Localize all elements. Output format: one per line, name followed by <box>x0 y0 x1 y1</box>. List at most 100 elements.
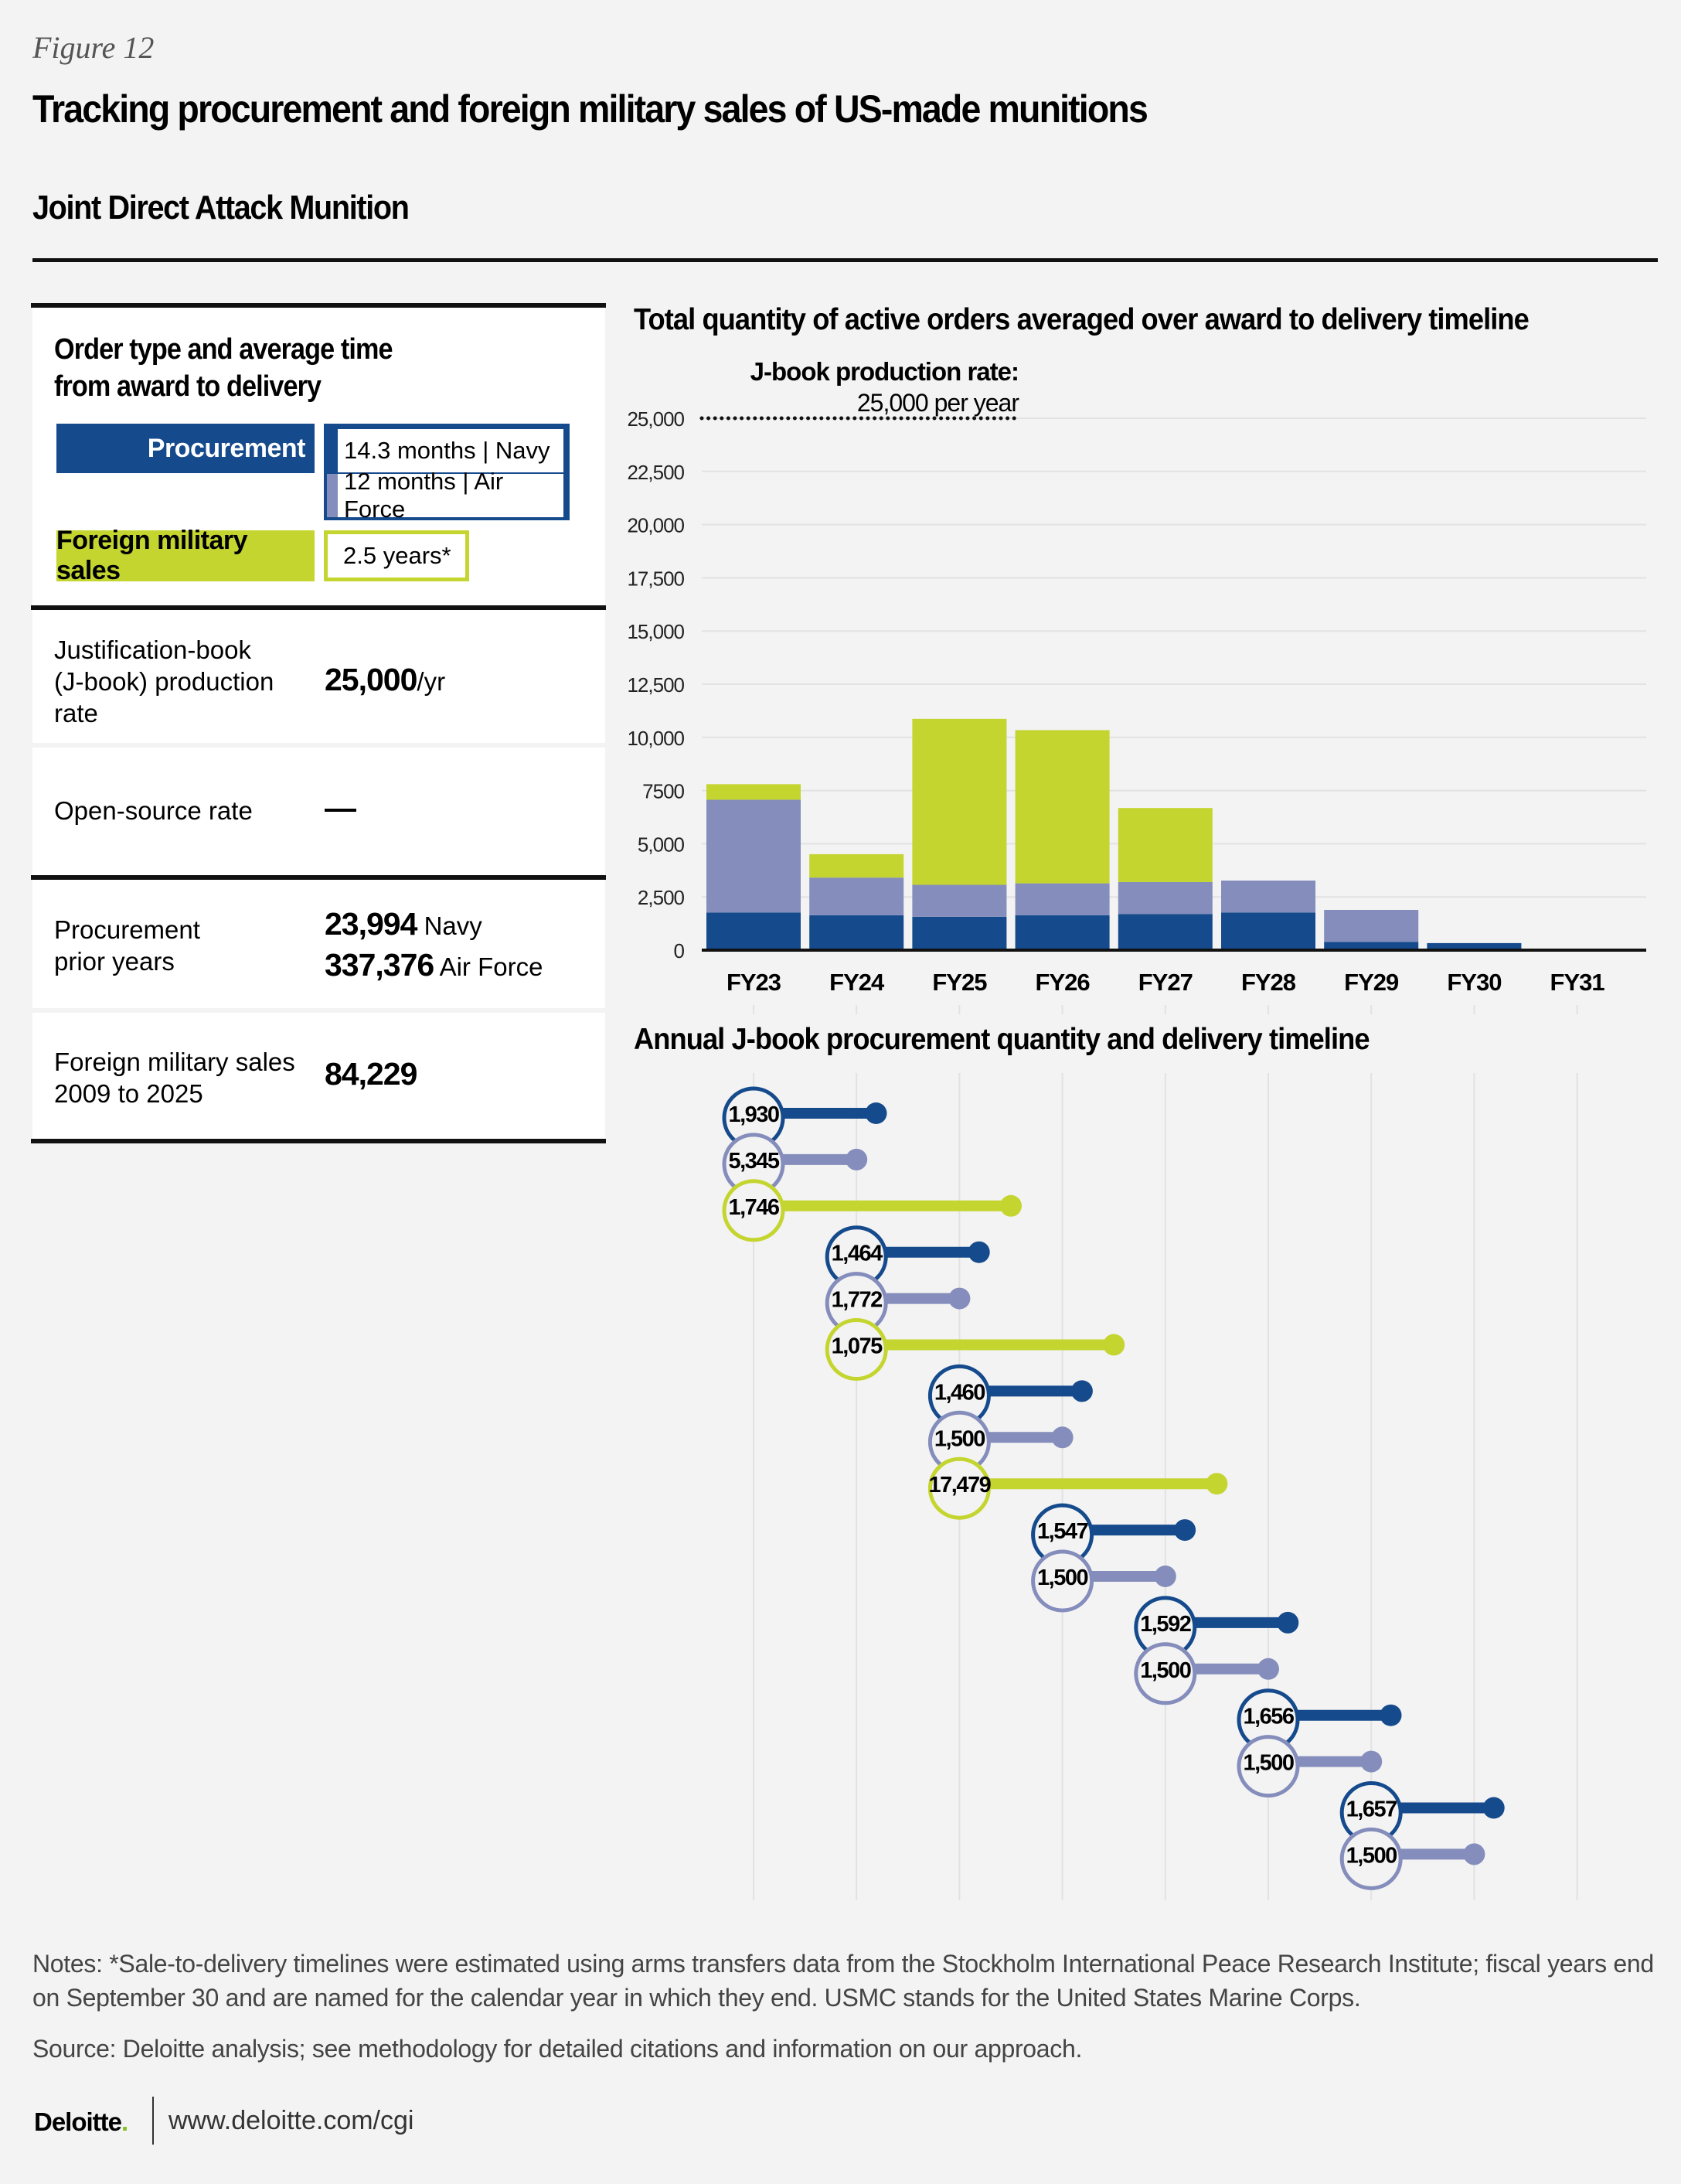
header-divider <box>32 258 1658 262</box>
open-source-rate-label: Open-source rate <box>54 796 253 825</box>
timeline-item: 1,460 <box>927 1364 1093 1427</box>
timeline-item: 1,500 <box>927 1410 1074 1474</box>
navy-time: 14.3 months | Navy <box>338 429 563 472</box>
x-tick-label: FY28 <box>1241 969 1296 996</box>
delivery-end-marker <box>1103 1334 1125 1356</box>
y-tick-label: 0 <box>674 939 685 963</box>
bar-segment <box>912 884 1007 917</box>
delivery-end-marker <box>846 1148 868 1170</box>
y-tick-label: 2,500 <box>638 886 685 909</box>
reference-line-label: 25,000 per year <box>857 389 1020 417</box>
axis-layer: 0 2,500 5,000 7500 10,000 12,500 15,000 17,500 2… <box>627 407 1646 996</box>
bar-layer <box>706 718 1522 950</box>
quantity-label: 1,592 <box>1140 1612 1190 1637</box>
panel-rule-2 <box>31 605 606 610</box>
delivery-end-marker <box>1257 1658 1279 1680</box>
label-line: Justification-book <box>54 635 251 664</box>
jbook-rate-row <box>32 610 605 743</box>
jbook-rate-value: 25,000/yr <box>325 662 445 698</box>
award-circle <box>1031 1549 1094 1613</box>
y-tick-label: 7500 <box>642 780 684 803</box>
quantity-label: 1,657 <box>1346 1797 1397 1822</box>
timeline-item: 1,592 <box>1134 1596 1299 1659</box>
quantity-label: 1,075 <box>832 1334 883 1359</box>
quantity-label: 1,930 <box>728 1102 778 1127</box>
unit: Navy <box>417 911 482 940</box>
logo-dot: . <box>121 2107 128 2136</box>
fms-total-label: Foreign military sales 2009 to 2025 <box>54 1046 295 1109</box>
y-tick-label: 25,000 <box>627 407 684 431</box>
bar-segment <box>706 799 801 913</box>
bar-segment <box>1118 881 1213 915</box>
label-line: rate <box>54 699 98 727</box>
open-source-rate-row <box>32 748 605 875</box>
timeline-layer: 1,930 5,345 1,746 1,464 1,772 1,075 1,460 1,500… <box>722 1086 1505 1890</box>
unit: /yr <box>417 667 446 696</box>
quantity-label: 1,460 <box>934 1380 985 1405</box>
quantity-label: 1,464 <box>832 1242 883 1266</box>
y-tick-label: 20,000 <box>627 514 684 537</box>
deloitte-logo: Deloitte. <box>34 2107 128 2137</box>
quantity-label: 1,500 <box>1037 1566 1087 1590</box>
delivery-end-marker <box>865 1102 887 1124</box>
bar-segment <box>1221 912 1315 950</box>
procurement-prior-row <box>32 880 605 1008</box>
label-line: 2009 to 2025 <box>54 1079 203 1108</box>
bar-segment <box>706 784 801 800</box>
procurement-legend-label: Procurement <box>56 424 315 473</box>
bar-segment <box>706 912 801 950</box>
navy-prior: 23,994 Navy <box>325 905 543 945</box>
quantity-label: 1,500 <box>934 1426 985 1451</box>
legend-title-line1: Order type and average time <box>54 333 393 366</box>
air-force-swatch <box>327 474 338 517</box>
panel-rule-3 <box>31 875 606 880</box>
timeline-item: 1,500 <box>1134 1642 1279 1705</box>
award-circle <box>1237 1735 1300 1798</box>
y-tick-label: 15,000 <box>627 620 684 643</box>
x-tick-label: FY25 <box>932 969 987 996</box>
unit: Air Force <box>434 952 543 981</box>
website-link[interactable]: www.deloitte.com/cgi <box>168 2106 414 2135</box>
bar-segment <box>912 916 1007 950</box>
delivery-end-marker <box>1051 1426 1074 1449</box>
quantity-label: 17,479 <box>929 1473 992 1497</box>
timeline-vertical-grid <box>753 1005 1578 1900</box>
timeline-item: 1,500 <box>1031 1549 1176 1613</box>
timeline-item: 5,345 <box>722 1133 868 1196</box>
quantity-label: 1,500 <box>1140 1658 1190 1683</box>
fms-total-value: 84,229 <box>325 1056 417 1092</box>
timeline-item: 17,479 <box>927 1457 1228 1520</box>
legend-title-line2: from award to delivery <box>54 370 322 403</box>
value: 25,000 <box>325 662 417 697</box>
award-circle <box>825 1318 888 1381</box>
delivery-end-marker <box>968 1241 990 1263</box>
x-tick-label: FY27 <box>1138 969 1193 996</box>
bar-segment <box>1324 909 1419 942</box>
delivery-end-marker <box>1277 1611 1299 1634</box>
bar-segment <box>1221 881 1315 913</box>
quantity-label: 5,345 <box>728 1149 779 1174</box>
bar-segment <box>809 877 904 915</box>
delivery-end-marker <box>948 1287 971 1310</box>
bar-segment <box>809 853 904 878</box>
y-tick-label: 22,500 <box>627 461 684 484</box>
reference-line-label-bold: J-book production rate: <box>750 357 1019 386</box>
timeline-item: 1,464 <box>825 1225 990 1289</box>
delivery-end-marker <box>1206 1473 1228 1495</box>
quantity-label: 1,656 <box>1243 1705 1294 1729</box>
delivery-end-marker <box>1000 1194 1022 1217</box>
quantity-label: 1,500 <box>1243 1751 1293 1776</box>
award-circle <box>927 1457 991 1520</box>
timeline-chart-title: Annual J-book procurement quantity and d… <box>634 1023 1370 1056</box>
quantity-label: 1,746 <box>728 1195 779 1220</box>
value: 23,994 <box>325 906 417 942</box>
label-line: prior years <box>54 947 175 976</box>
bar-segment <box>809 915 904 950</box>
fms-total-row <box>32 1013 605 1139</box>
procurement-prior-label: Procurement prior years <box>54 914 200 977</box>
procurement-prior-value: 23,994 Navy 337,376 Air Force <box>325 905 543 986</box>
figure-label: Figure 12 <box>32 30 155 65</box>
award-circle <box>1339 1827 1403 1890</box>
timeline-item: 1,930 <box>722 1086 887 1150</box>
delivery-end-marker <box>1380 1704 1402 1726</box>
